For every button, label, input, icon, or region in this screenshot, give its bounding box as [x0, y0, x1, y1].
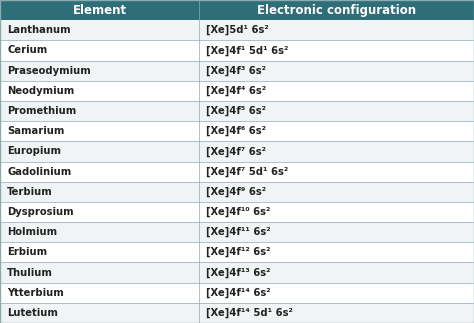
- Text: [Xe]4f¹³ 6s²: [Xe]4f¹³ 6s²: [206, 267, 271, 278]
- Bar: [0, 20, 199, 40]
- Text: Lutetium: Lutetium: [7, 308, 58, 318]
- Text: Dysprosium: Dysprosium: [7, 207, 74, 217]
- Bar: [0, 121, 199, 141]
- Bar: [199, 202, 474, 222]
- Text: Ytterbium: Ytterbium: [7, 288, 64, 298]
- Bar: [199, 0, 474, 20]
- Bar: [199, 61, 474, 81]
- Bar: [199, 283, 474, 303]
- Bar: [0, 303, 199, 323]
- Bar: [199, 303, 474, 323]
- Bar: [0, 141, 199, 162]
- Bar: [0, 242, 199, 262]
- Bar: [199, 20, 474, 40]
- Bar: [0, 40, 199, 61]
- Bar: [199, 121, 474, 141]
- Bar: [0, 262, 199, 283]
- Bar: [0, 283, 199, 303]
- Bar: [199, 162, 474, 182]
- Text: [Xe]4f⁵ 6s²: [Xe]4f⁵ 6s²: [206, 106, 266, 116]
- Text: [Xe]4f⁷ 6s²: [Xe]4f⁷ 6s²: [206, 146, 266, 157]
- Text: [Xe]4f¹¹ 6s²: [Xe]4f¹¹ 6s²: [206, 227, 271, 237]
- Text: [Xe]5d¹ 6s²: [Xe]5d¹ 6s²: [206, 25, 269, 36]
- Bar: [0, 162, 199, 182]
- Text: [Xe]4f³ 6s²: [Xe]4f³ 6s²: [206, 66, 266, 76]
- Text: [Xe]4f⁴ 6s²: [Xe]4f⁴ 6s²: [206, 86, 266, 96]
- Text: [Xe]4f¹⁰ 6s²: [Xe]4f¹⁰ 6s²: [206, 207, 271, 217]
- Text: [Xe]4f⁹ 6s²: [Xe]4f⁹ 6s²: [206, 187, 266, 197]
- Bar: [0, 182, 199, 202]
- Bar: [199, 242, 474, 262]
- Text: Promethium: Promethium: [7, 106, 76, 116]
- Text: [Xe]4f⁷ 5d¹ 6s²: [Xe]4f⁷ 5d¹ 6s²: [206, 166, 289, 177]
- Bar: [199, 222, 474, 242]
- Text: Electronic configuration: Electronic configuration: [257, 4, 416, 16]
- Text: Gadolinium: Gadolinium: [7, 167, 72, 177]
- Bar: [0, 101, 199, 121]
- Bar: [0, 81, 199, 101]
- Bar: [199, 40, 474, 61]
- Text: Samarium: Samarium: [7, 126, 64, 136]
- Bar: [199, 141, 474, 162]
- Bar: [0, 202, 199, 222]
- Text: [Xe]4f¹⁴ 6s²: [Xe]4f¹⁴ 6s²: [206, 287, 271, 298]
- Text: Holmium: Holmium: [7, 227, 57, 237]
- Text: [Xe]4f⁶ 6s²: [Xe]4f⁶ 6s²: [206, 126, 266, 136]
- Text: Cerium: Cerium: [7, 46, 47, 56]
- Bar: [199, 101, 474, 121]
- Text: [Xe]4f¹ 5d¹ 6s²: [Xe]4f¹ 5d¹ 6s²: [206, 45, 289, 56]
- Text: Lanthanum: Lanthanum: [7, 25, 71, 35]
- Text: Element: Element: [73, 4, 127, 16]
- Text: [Xe]4f¹⁴ 5d¹ 6s²: [Xe]4f¹⁴ 5d¹ 6s²: [206, 308, 293, 318]
- Bar: [199, 182, 474, 202]
- Bar: [0, 61, 199, 81]
- Text: Erbium: Erbium: [7, 247, 47, 257]
- Bar: [0, 0, 199, 20]
- Text: Praseodymium: Praseodymium: [7, 66, 91, 76]
- Bar: [0, 222, 199, 242]
- Text: [Xe]4f¹² 6s²: [Xe]4f¹² 6s²: [206, 247, 271, 257]
- Text: Europium: Europium: [7, 146, 61, 156]
- Text: Neodymium: Neodymium: [7, 86, 74, 96]
- Bar: [199, 81, 474, 101]
- Bar: [199, 262, 474, 283]
- Text: Thulium: Thulium: [7, 267, 53, 277]
- Text: Terbium: Terbium: [7, 187, 53, 197]
